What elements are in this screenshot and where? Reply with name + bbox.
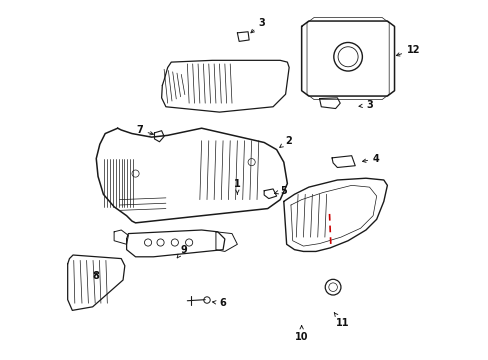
Text: 8: 8 [93, 271, 100, 282]
Text: 4: 4 [362, 154, 379, 163]
Polygon shape [154, 131, 164, 142]
Polygon shape [216, 232, 237, 251]
Polygon shape [301, 21, 394, 96]
Text: 7: 7 [136, 125, 153, 135]
Polygon shape [126, 230, 224, 257]
Polygon shape [283, 178, 386, 251]
Text: 3: 3 [358, 100, 372, 110]
Text: 6: 6 [212, 298, 226, 308]
Polygon shape [114, 230, 128, 244]
Text: 11: 11 [334, 313, 348, 328]
Polygon shape [67, 255, 124, 310]
Polygon shape [96, 128, 287, 223]
Text: 3: 3 [250, 18, 265, 33]
Polygon shape [162, 60, 288, 112]
Polygon shape [237, 32, 248, 41]
Text: 5: 5 [274, 186, 286, 196]
Text: 1: 1 [233, 179, 240, 194]
Text: 9: 9 [177, 245, 186, 258]
Circle shape [325, 279, 340, 295]
Text: 10: 10 [294, 326, 308, 342]
Polygon shape [264, 189, 276, 199]
Circle shape [333, 42, 362, 71]
Polygon shape [319, 98, 340, 109]
Text: 12: 12 [396, 45, 420, 56]
Polygon shape [331, 156, 354, 167]
Text: 2: 2 [279, 136, 292, 147]
